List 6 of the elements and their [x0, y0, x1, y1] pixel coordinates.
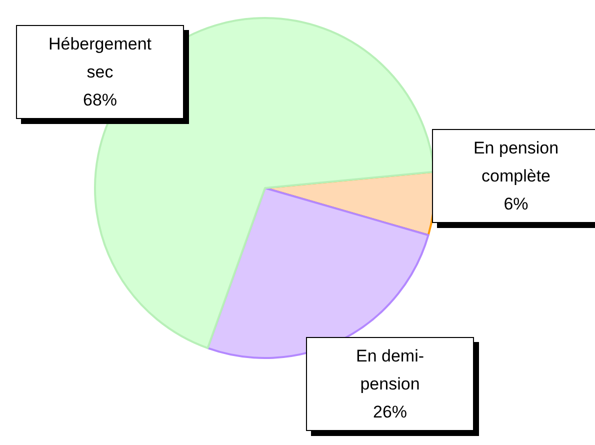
data-label: 26% — [372, 402, 408, 422]
slice-label: Hébergement sec — [48, 34, 152, 82]
slice-label: En pension complète — [473, 138, 559, 186]
data-label: 6% — [504, 194, 528, 214]
data-label: 68% — [82, 90, 118, 110]
slice-label: En demi-pension — [356, 346, 424, 394]
